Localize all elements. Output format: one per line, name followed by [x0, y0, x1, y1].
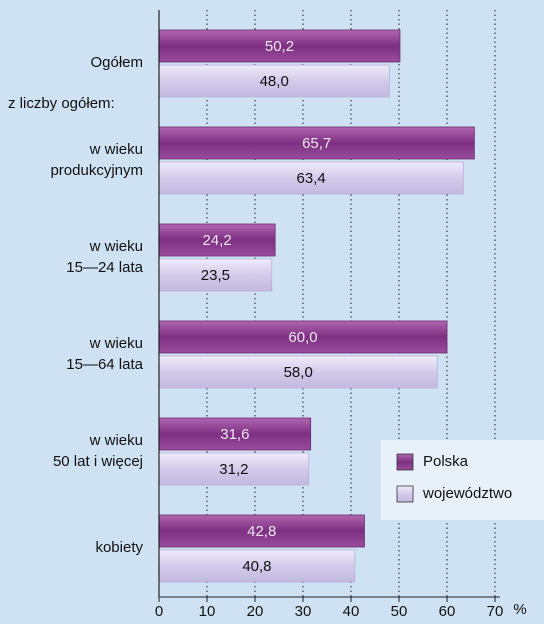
annotation: z liczby ogółem: — [8, 95, 115, 112]
category-label: w wieku 50 lat i więcej — [53, 432, 143, 470]
legend-label: województwo — [422, 485, 512, 502]
x-tick-label: 0 — [155, 603, 163, 620]
legend-swatch — [396, 485, 414, 503]
bar — [158, 549, 356, 583]
category-line: w wieku — [89, 238, 143, 255]
category-label: w wieku produkcyjnym — [50, 141, 143, 179]
category-label: kobiety — [95, 539, 143, 556]
value-label: 23,5 — [201, 267, 230, 284]
category-line: 50 lat i więcej — [53, 453, 143, 470]
category-line: w wieku — [89, 141, 143, 158]
value-label: 48,0 — [260, 73, 289, 90]
value-label: 24,2 — [202, 232, 231, 249]
bar — [158, 355, 438, 389]
category-line: Ogółem — [90, 54, 143, 71]
x-unit: % — [513, 601, 526, 618]
bar — [158, 29, 401, 63]
value-label: 40,8 — [242, 558, 271, 575]
bar — [158, 514, 365, 548]
bar — [158, 161, 464, 195]
value-label: 31,2 — [219, 461, 248, 478]
legend-box — [381, 440, 544, 520]
legend-swatch — [396, 453, 414, 471]
value-label: 65,7 — [302, 135, 331, 152]
x-tick-label: 20 — [247, 603, 264, 620]
category-label: w wieku 15—24 lata — [66, 238, 143, 276]
legend-label: Polska — [423, 453, 469, 470]
category-line: kobiety — [95, 539, 143, 556]
value-label: 58,0 — [284, 364, 313, 381]
bar — [158, 64, 390, 98]
value-label: 31,6 — [220, 426, 249, 443]
x-tick-label: 30 — [295, 603, 312, 620]
value-label: 42,8 — [247, 523, 276, 540]
x-tick-label: 10 — [199, 603, 216, 620]
category-label: Ogółem — [90, 54, 143, 71]
x-tick-label: 40 — [343, 603, 360, 620]
value-label: 50,2 — [265, 38, 294, 55]
x-tick-label: 60 — [439, 603, 456, 620]
category-line: w wieku — [89, 335, 143, 352]
category-line: 15—24 lata — [66, 259, 143, 276]
category-line: produkcyjnym — [50, 162, 143, 179]
category-label: w wieku 15—64 lata — [66, 335, 143, 373]
x-tick-label: 70 — [487, 603, 504, 620]
x-tick-label: 50 — [391, 603, 408, 620]
bar — [158, 126, 475, 160]
value-label: 63,4 — [297, 170, 326, 187]
category-line: w wieku — [89, 432, 143, 449]
category-line: 15—64 lata — [66, 356, 143, 373]
bar — [158, 223, 276, 257]
value-label: 60,0 — [288, 329, 317, 346]
bar — [158, 417, 312, 451]
bar — [158, 320, 448, 354]
bar — [158, 452, 310, 486]
